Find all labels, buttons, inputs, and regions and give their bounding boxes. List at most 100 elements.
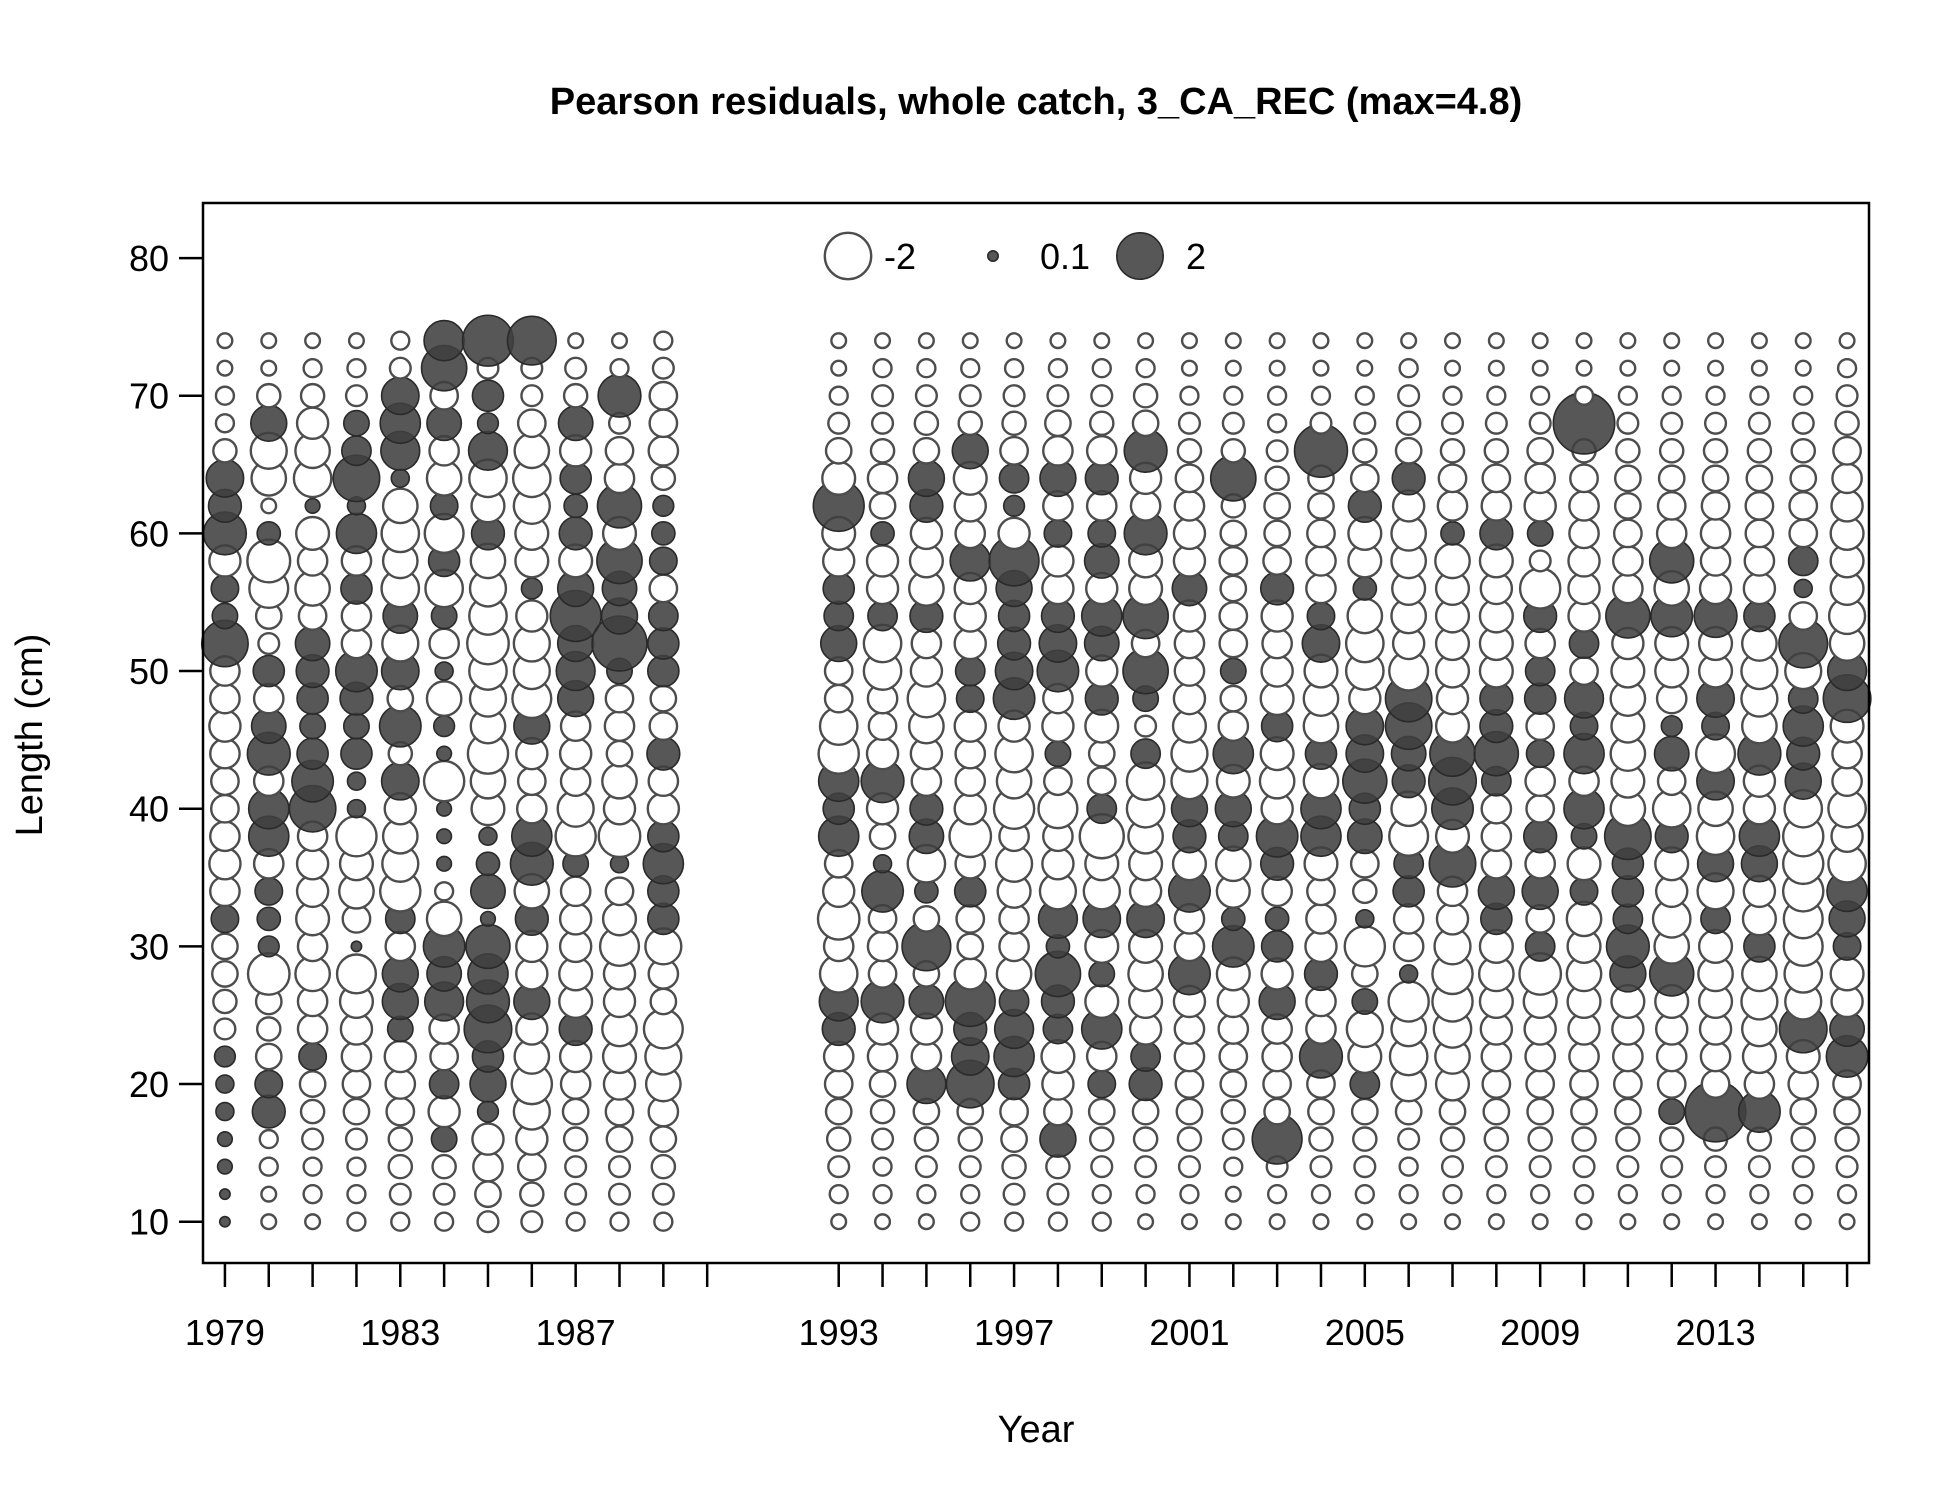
residual-bubble-negative xyxy=(1091,358,1112,379)
residual-bubble-negative xyxy=(214,413,236,434)
residual-bubble-negative xyxy=(1790,1126,1817,1152)
residual-bubble-negative xyxy=(1266,1183,1288,1205)
residual-bubble-negative xyxy=(252,682,285,715)
residual-bubble-negative xyxy=(1400,332,1418,350)
residual-bubble-positive xyxy=(1002,494,1026,518)
residual-bubble-negative xyxy=(1568,1040,1600,1073)
plot-frame xyxy=(201,201,1871,1265)
residual-bubble-negative xyxy=(1443,1213,1462,1231)
residual-bubble-negative xyxy=(564,356,588,380)
residual-bubble-positive xyxy=(1787,545,1819,577)
residual-bubble-positive xyxy=(597,373,642,418)
residual-bubble-negative xyxy=(1265,439,1289,463)
residual-bubble-positive xyxy=(908,983,945,1020)
residual-bubble-positive xyxy=(1083,542,1120,579)
residual-bubble-negative xyxy=(1575,359,1593,377)
legend-bubble xyxy=(823,231,873,281)
residual-bubble-negative xyxy=(1619,359,1637,377)
residual-bubble-negative xyxy=(1042,766,1073,797)
residual-bubble-negative xyxy=(1611,1040,1644,1073)
residual-bubble-negative xyxy=(604,683,635,714)
residual-bubble-negative xyxy=(1312,1213,1330,1231)
residual-bubble-negative xyxy=(1224,1185,1242,1203)
x-axis-title: Year xyxy=(998,1409,1075,1451)
residual-bubble-negative xyxy=(558,902,593,936)
residual-bubble-negative xyxy=(1305,1013,1337,1045)
residual-bubble-positive xyxy=(563,493,589,519)
residual-bubble-negative xyxy=(208,847,242,881)
residual-bubble-positive xyxy=(256,906,282,932)
residual-bubble-negative xyxy=(1353,411,1377,435)
residual-bubble-negative xyxy=(1001,410,1027,437)
residual-bubble-negative xyxy=(1306,876,1336,907)
residual-bubble-negative xyxy=(340,1040,373,1073)
residual-bubble-negative xyxy=(1788,518,1819,549)
residual-bubble-positive xyxy=(1568,628,1600,659)
residual-bubble-negative xyxy=(1705,385,1726,406)
residual-bubble-negative xyxy=(1129,489,1162,522)
residual-bubble-negative xyxy=(1041,847,1075,881)
residual-bubble-negative xyxy=(953,957,987,991)
residual-bubble-negative xyxy=(1613,1097,1642,1126)
residual-bubble-positive xyxy=(342,409,370,437)
residual-bubble-negative xyxy=(1571,1126,1597,1152)
residual-bubble-negative xyxy=(1356,359,1374,377)
residual-bubble-negative xyxy=(213,1017,237,1041)
residual-bubble-negative xyxy=(603,462,636,495)
residual-bubble-positive xyxy=(520,577,543,600)
residual-bubble-negative xyxy=(1836,358,1858,379)
residual-bubble-positive xyxy=(296,737,329,771)
residual-bubble-positive xyxy=(998,462,1030,494)
residual-bubble-negative xyxy=(1214,845,1252,883)
residual-bubble-negative xyxy=(519,1181,545,1207)
residual-bubble-positive xyxy=(1611,874,1645,908)
residual-bubble-negative xyxy=(341,1069,372,1099)
residual-bubble-negative xyxy=(866,1040,899,1073)
residual-bubble-negative xyxy=(1268,359,1286,377)
residual-bubble-negative xyxy=(1569,1069,1599,1099)
residual-bubble-negative xyxy=(823,1069,854,1099)
residual-bubble-positive xyxy=(1084,461,1119,496)
residual-bubble-negative xyxy=(953,791,987,826)
residual-bubble-negative xyxy=(1132,1126,1159,1152)
residual-bubble-negative xyxy=(957,1126,984,1152)
residual-bubble-negative xyxy=(874,332,892,350)
residual-bubble-negative xyxy=(1788,490,1819,521)
residual-bubble-negative xyxy=(914,384,938,408)
residual-bubble-negative xyxy=(431,1153,457,1180)
residual-bubble-negative xyxy=(604,876,635,907)
residual-bubble-negative xyxy=(870,411,895,435)
residual-bubble-negative xyxy=(955,903,986,934)
residual-bubble-negative xyxy=(1524,627,1557,660)
residual-bubble-negative xyxy=(1565,900,1603,938)
residual-bubble-negative xyxy=(381,487,419,525)
residual-bubble-negative xyxy=(1744,490,1775,521)
residual-bubble-positive xyxy=(955,684,985,714)
x-tick-label: 2013 xyxy=(1676,1312,1756,1353)
residual-bubble-negative xyxy=(564,1155,588,1179)
residual-bubble-negative xyxy=(1262,1069,1293,1099)
residual-bubble-negative xyxy=(1217,710,1250,742)
residual-bubble-negative xyxy=(1135,358,1156,379)
residual-bubble-positive xyxy=(215,1074,235,1094)
residual-bubble-negative xyxy=(1218,601,1249,631)
residual-bubble-negative xyxy=(1707,332,1725,350)
residual-bubble-negative xyxy=(1305,545,1337,577)
residual-bubble-negative xyxy=(1438,1097,1467,1126)
residual-bubble-negative xyxy=(653,1211,674,1232)
residual-bubble-negative xyxy=(1309,411,1333,435)
residual-bubble-negative xyxy=(1305,985,1337,1018)
residual-bubble-positive xyxy=(646,627,680,660)
residual-bubble-positive xyxy=(476,1100,500,1123)
residual-bubble-positive xyxy=(257,935,280,958)
residual-bubble-negative xyxy=(383,1039,418,1074)
residual-bubble-negative xyxy=(1794,359,1812,377)
residual-bubble-positive xyxy=(435,745,453,762)
residual-bubble-negative xyxy=(211,932,239,961)
residual-bubble-positive xyxy=(423,319,466,362)
residual-bubble-negative xyxy=(1531,359,1549,377)
residual-bubble-negative xyxy=(823,683,854,714)
residual-bubble-negative xyxy=(1088,1126,1115,1152)
residual-bubble-negative xyxy=(1612,1069,1643,1099)
residual-bubble-negative xyxy=(258,1156,279,1177)
